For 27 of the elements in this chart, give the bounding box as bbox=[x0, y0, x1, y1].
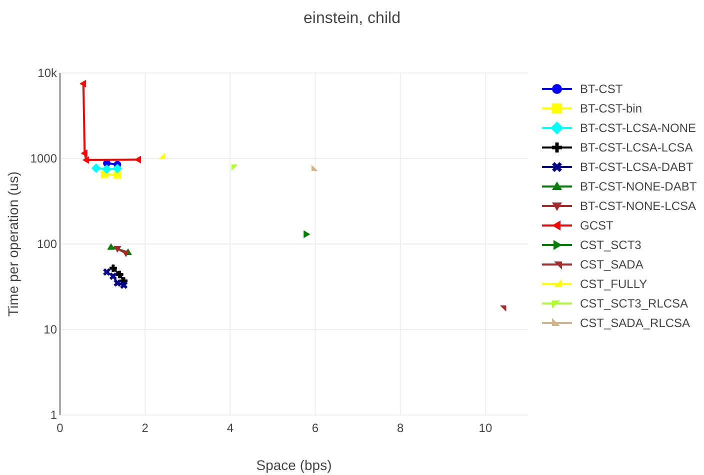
legend-label: CST_SCT3_RLCSA bbox=[580, 296, 688, 311]
legend-label: BT-CST bbox=[580, 82, 624, 96]
y-tick-label: 100 bbox=[36, 237, 58, 252]
x-tick-label: 2 bbox=[142, 421, 149, 435]
y-tick-label: 10k bbox=[38, 66, 58, 80]
x-tick-label: 10 bbox=[478, 421, 492, 435]
y-tick-label: 1 bbox=[50, 408, 58, 422]
x-tick-label: 4 bbox=[226, 421, 234, 435]
legend-label: BT-CST-LCSA-NONE bbox=[580, 121, 696, 136]
x-tick-label: 0 bbox=[56, 421, 64, 435]
legend-label: BT-CST-NONE-LCSA bbox=[580, 199, 696, 214]
legend-label: GCST bbox=[580, 218, 614, 233]
legend-label: CST_SCT3 bbox=[580, 238, 642, 252]
legend-label: BT-CST-LCSA-DABT bbox=[580, 160, 694, 174]
legend-label: BT-CST-LCSA-LCSA bbox=[580, 140, 693, 155]
x-axis-title: Space (bps) bbox=[256, 457, 332, 473]
y-tick-label: 10 bbox=[44, 322, 58, 337]
chart-title: einstein, child bbox=[304, 10, 400, 28]
legend-label: CST_SADA_RLCSA bbox=[580, 316, 690, 330]
legend-label: CST_SADA bbox=[580, 258, 644, 272]
x-tick-label: 6 bbox=[312, 421, 319, 435]
legend-label: CST_FULLY bbox=[580, 277, 648, 292]
y-axis-title: Time per operation (us) bbox=[5, 172, 21, 316]
x-tick-label: 8 bbox=[397, 421, 404, 435]
legend-label: BT-CST-NONE-DABT bbox=[580, 180, 698, 194]
legend-label: BT-CST-bin bbox=[580, 102, 642, 116]
y-tick-label: 1000 bbox=[30, 152, 58, 166]
